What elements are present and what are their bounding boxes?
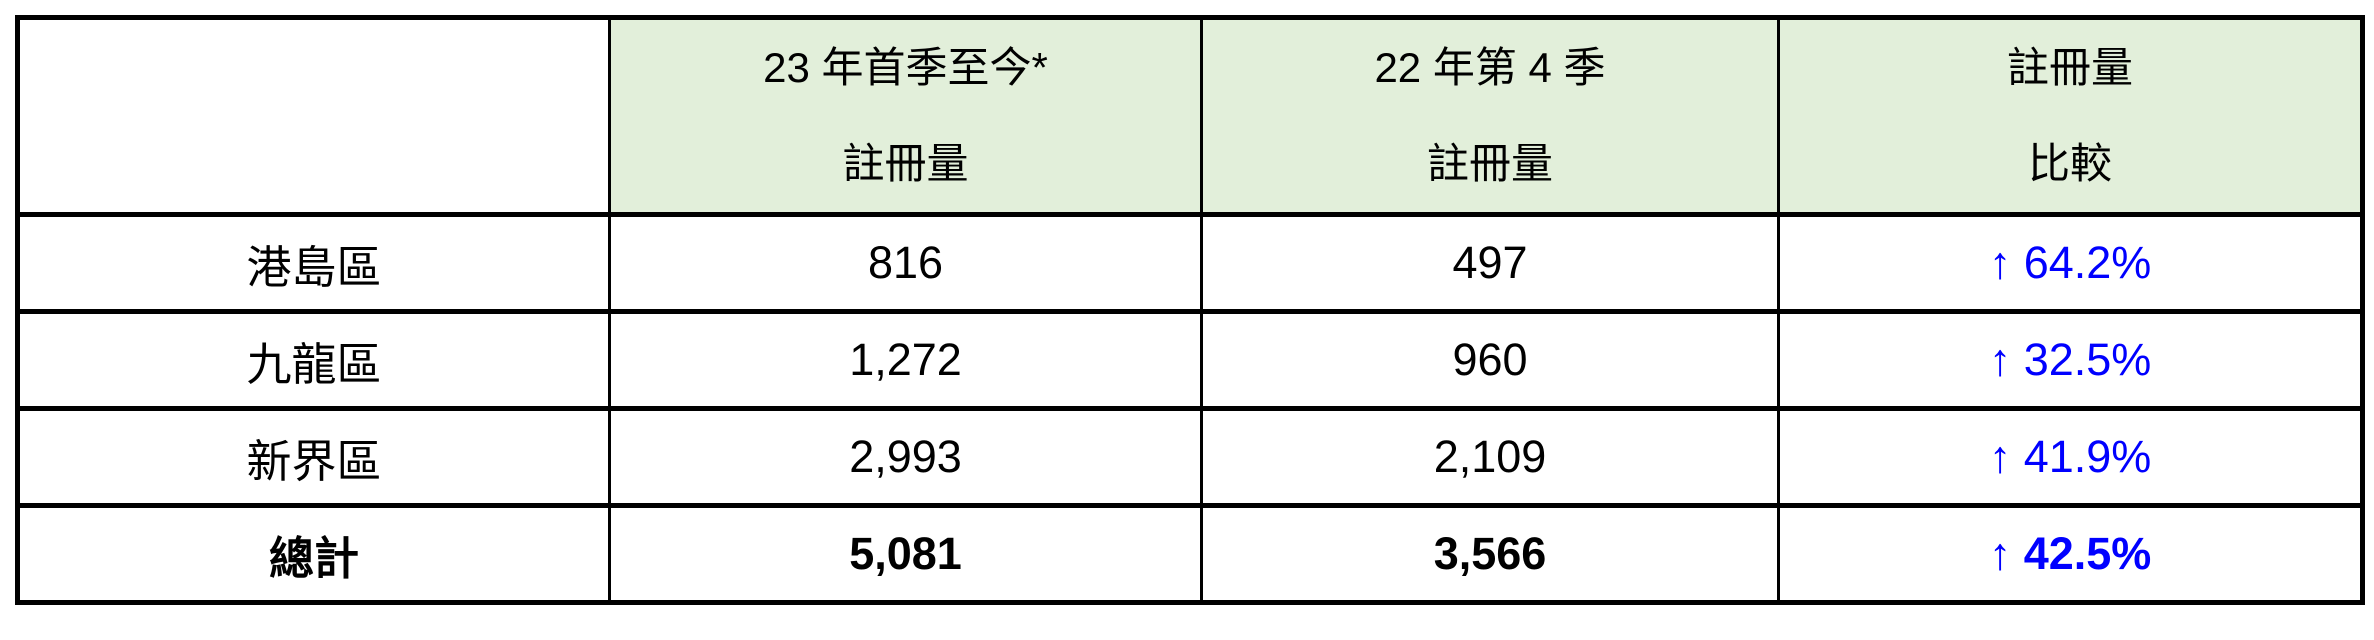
current-value-cell: 2,993 <box>608 406 1203 508</box>
header-previous-quarter-line1: 22 年第 4 季 <box>1374 44 1606 91</box>
table-body: 港島區 816 497 ↑ 64.2% 九龍區 1,272 960 ↑ 32.5… <box>16 212 2364 605</box>
change-value-cell: ↑ 64.2% <box>1777 212 2364 314</box>
header-row: 23 年首季至今* 註冊量 22 年第 4 季 註冊量 註冊量 比較 <box>16 15 2364 217</box>
header-current-quarter-line2: 註冊量 <box>842 140 969 187</box>
change-value-cell: ↑ 42.5% <box>1777 503 2364 605</box>
header-empty-cell <box>16 15 611 217</box>
table-header: 23 年首季至今* 註冊量 22 年第 4 季 註冊量 註冊量 比較 <box>16 15 2364 217</box>
header-comparison-line1: 註冊量 <box>2006 44 2133 91</box>
registration-table: 23 年首季至今* 註冊量 22 年第 4 季 註冊量 註冊量 比較 港島區 8… <box>15 15 2365 605</box>
previous-value-cell: 497 <box>1200 212 1780 314</box>
change-value-cell: ↑ 41.9% <box>1777 406 2364 508</box>
previous-value-cell: 960 <box>1200 309 1780 411</box>
table-row-hong-kong-island: 港島區 816 497 ↑ 64.2% <box>16 212 2364 314</box>
current-value-cell: 1,272 <box>608 309 1203 411</box>
header-previous-quarter-line2: 註冊量 <box>1426 140 1553 187</box>
current-value-cell: 5,081 <box>608 503 1203 605</box>
header-current-quarter-line1: 23 年首季至今* <box>763 44 1048 91</box>
region-cell: 九龍區 <box>16 309 611 411</box>
change-value-cell: ↑ 32.5% <box>1777 309 2364 411</box>
region-cell: 港島區 <box>16 212 611 314</box>
header-previous-quarter-cell: 22 年第 4 季 註冊量 <box>1200 15 1780 217</box>
region-cell: 總計 <box>16 503 611 605</box>
header-comparison-cell: 註冊量 比較 <box>1777 15 2364 217</box>
region-cell: 新界區 <box>16 406 611 508</box>
header-comparison-line2: 比較 <box>2027 140 2112 187</box>
table-row-new-territories: 新界區 2,993 2,109 ↑ 41.9% <box>16 406 2364 508</box>
table-row-kowloon: 九龍區 1,272 960 ↑ 32.5% <box>16 309 2364 411</box>
header-current-quarter-cell: 23 年首季至今* 註冊量 <box>608 15 1203 217</box>
previous-value-cell: 3,566 <box>1200 503 1780 605</box>
previous-value-cell: 2,109 <box>1200 406 1780 508</box>
current-value-cell: 816 <box>608 212 1203 314</box>
table-row-total: 總計 5,081 3,566 ↑ 42.5% <box>16 503 2364 605</box>
